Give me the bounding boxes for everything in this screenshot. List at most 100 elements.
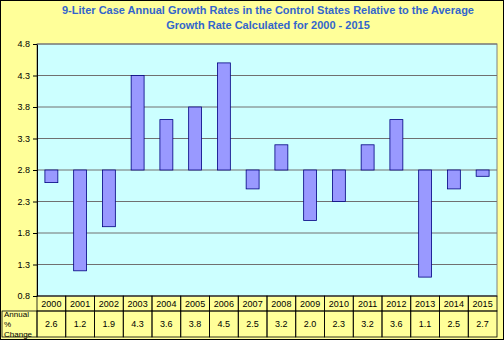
y-axis: 0.8 1.3 1.8 2.3 2.8 3.3 3.8 4.3 4.8	[17, 39, 37, 301]
x-tick-label: 2012	[386, 299, 406, 309]
bar	[217, 63, 230, 170]
data-label: 3.8	[189, 319, 202, 329]
table-cell	[296, 311, 325, 337]
chart-background	[1, 1, 504, 340]
y-tick: 3.3	[17, 134, 37, 144]
y-tick: 2.3	[17, 197, 37, 207]
y-axis-line	[37, 45, 38, 297]
y-tick-mark	[33, 107, 37, 108]
table-row-label: Annual	[4, 310, 29, 319]
bar	[102, 170, 115, 227]
x-tick-label: 2014	[444, 299, 464, 309]
chart-title: 9-Liter Case Annual Growth Rates in the …	[62, 4, 474, 16]
x-tick-label: 2011	[358, 299, 377, 309]
y-tick-mark	[33, 233, 37, 234]
y-tick-label: 4.3	[17, 71, 30, 81]
bar	[361, 145, 374, 170]
y-tick-label: 2.3	[17, 197, 30, 207]
data-label: 1.1	[419, 319, 432, 329]
table-cell	[411, 311, 440, 337]
page: 9-Liter Case Annual Growth Rates in the …	[0, 0, 504, 340]
y-tick-label: 2.8	[17, 165, 30, 175]
table-cell	[238, 311, 267, 337]
data-label: 2.5	[246, 319, 259, 329]
data-label: 4.3	[131, 319, 144, 329]
data-label: 1.2	[74, 319, 87, 329]
table-cell	[468, 296, 497, 311]
grid-line	[37, 75, 497, 76]
x-tick-label: 2005	[185, 299, 205, 309]
data-label: 2.6	[45, 319, 58, 329]
grid-line	[37, 107, 497, 108]
grid-line	[37, 44, 497, 45]
x-tick-label: 2001	[70, 299, 90, 309]
x-tick-label: 2008	[271, 299, 291, 309]
x-tick-label: 2000	[41, 299, 61, 309]
table-cell	[95, 296, 124, 311]
table-row-label: Change	[4, 330, 33, 339]
chart-title: Growth Rate Calculated for 2000 - 2015	[166, 19, 370, 31]
y-tick-label: 1.3	[17, 260, 30, 270]
bar	[189, 107, 202, 170]
bar	[74, 170, 87, 271]
x-tick-label: 2006	[214, 299, 234, 309]
x-tick-label: 2009	[300, 299, 320, 309]
table-cell	[353, 296, 382, 311]
table-cell	[37, 296, 66, 311]
data-label: 2.0	[304, 319, 317, 329]
grid-line	[37, 138, 497, 139]
bar	[304, 170, 317, 220]
bar	[131, 76, 144, 171]
table-cell	[468, 311, 497, 337]
y-tick-mark	[33, 139, 37, 140]
data-label: 3.6	[160, 319, 173, 329]
x-tick-label: 2010	[329, 299, 349, 309]
y-tick-mark	[33, 202, 37, 203]
x-tick-label: 2002	[99, 299, 119, 309]
table-cell	[440, 311, 469, 337]
table-cell	[267, 311, 296, 337]
table-cell	[181, 311, 210, 337]
table-cell	[37, 311, 66, 337]
bar	[45, 170, 58, 183]
x-tick-label: 2004	[156, 299, 176, 309]
table-cell	[123, 296, 152, 311]
y-tick-label: 3.3	[17, 134, 30, 144]
y-tick: 2.8	[17, 165, 37, 175]
table-cell	[325, 311, 354, 337]
table-cell	[95, 311, 124, 337]
data-label: 4.5	[218, 319, 231, 329]
y-tick: 3.8	[17, 102, 37, 112]
y-tick: 4.3	[17, 71, 37, 81]
bar	[419, 170, 432, 277]
table-cell	[181, 296, 210, 311]
x-tick-label: 2003	[128, 299, 148, 309]
y-tick: 1.3	[17, 260, 37, 270]
table-cell	[353, 311, 382, 337]
table-cell	[325, 296, 354, 311]
data-label: 2.3	[333, 319, 346, 329]
bars	[45, 63, 489, 277]
x-tick-label: 2013	[415, 299, 435, 309]
chart: 9-Liter Case Annual Growth Rates in the …	[0, 0, 504, 340]
y-tick: 1.8	[17, 228, 37, 238]
bar	[447, 170, 460, 189]
table-cell	[296, 296, 325, 311]
table-cell	[440, 296, 469, 311]
table-cell	[382, 296, 411, 311]
table-cell	[267, 296, 296, 311]
y-tick: 0.8	[17, 291, 37, 301]
table-cell	[382, 311, 411, 337]
data-label: 1.9	[103, 319, 116, 329]
y-tick-mark	[33, 76, 37, 77]
data-label: 2.5	[448, 319, 461, 329]
data-label: 3.2	[275, 319, 288, 329]
data-table: 2000 2.6 2001 1.2 2002 1.9 2003 4.3 2004 3.6 2005 3…	[2, 296, 497, 339]
table-row-label: %	[4, 320, 11, 329]
table-cell	[123, 311, 152, 337]
y-tick-mark	[33, 44, 37, 45]
table-cell	[152, 296, 181, 311]
y-tick-mark	[33, 170, 37, 171]
y-tick-label: 4.8	[17, 39, 30, 49]
data-label: 2.7	[476, 319, 489, 329]
